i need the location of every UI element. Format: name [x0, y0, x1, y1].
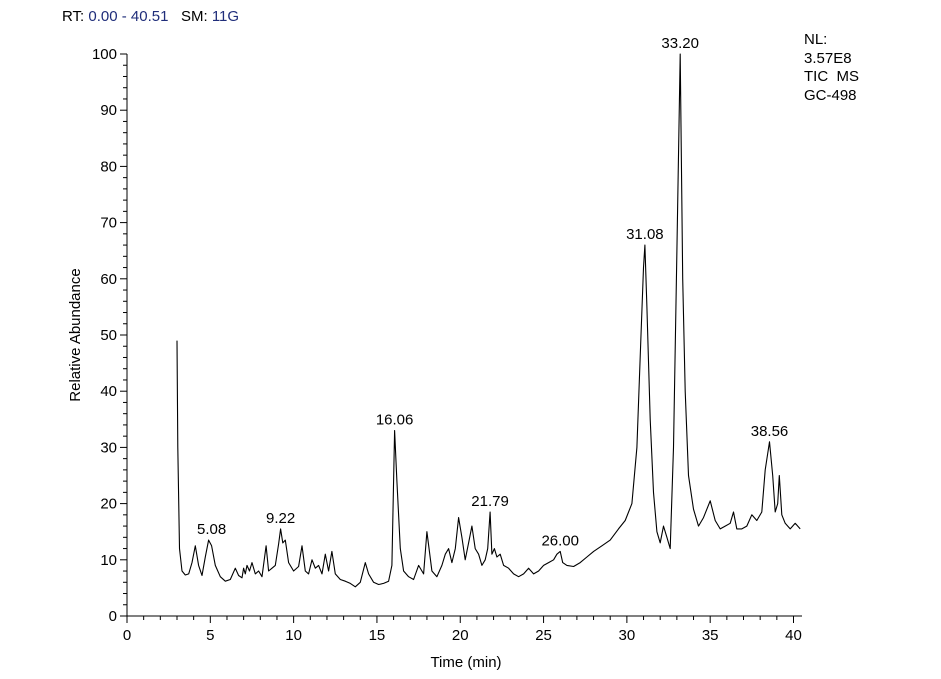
y-tick-label: 30	[100, 439, 117, 456]
peak-label: 33.20	[661, 35, 699, 52]
axes: 0 10 20 30 40 50 60 70 80 90 100 0 5 10 15 20 25 30 35 40	[92, 46, 802, 644]
peak-label: 9.22	[266, 510, 295, 527]
sm-value: 11G	[211, 8, 240, 25]
tic-trace-line	[176, 53, 801, 588]
scan-type: TIC MS	[804, 68, 859, 85]
peak-labels: 5.08 9.22 16.06 21.79 26.00 31.08 33.20 38.56	[197, 35, 788, 549]
rt-label: RT:	[62, 8, 85, 25]
y-tick-label: 100	[92, 46, 117, 63]
sm-label: SM:	[180, 8, 208, 25]
sample-name: GC-498	[804, 86, 857, 104]
plot-area	[176, 53, 801, 588]
y-tick-label: 80	[100, 158, 117, 175]
y-tick-label: 60	[100, 271, 117, 288]
nl-info-box: NL: 3.57E8 TIC MS GC-498	[804, 31, 859, 105]
x-tick-label: 0	[123, 627, 131, 644]
x-axis-label: Time (min)	[430, 654, 501, 671]
y-tick-label: 40	[100, 383, 117, 400]
x-tick-label: 10	[285, 627, 302, 644]
y-axis-label: Relative Abundance	[67, 268, 84, 401]
peak-label: 16.06	[376, 412, 414, 429]
peak-label: 38.56	[751, 423, 789, 440]
x-tick-label: 35	[702, 627, 719, 644]
peak-label: 31.08	[626, 226, 664, 243]
y-tick-label: 20	[100, 496, 117, 513]
header-info: RT: 0.00 - 40.51 SM: 11G	[62, 8, 239, 25]
peak-label: 5.08	[197, 521, 226, 538]
x-tick-label: 20	[452, 627, 469, 644]
x-tick-label: 40	[785, 627, 802, 644]
rt-value: 0.00 - 40.51	[88, 8, 169, 25]
y-tick-label: 70	[100, 215, 117, 232]
y-tick-label: 90	[100, 102, 117, 119]
x-tick-label: 30	[619, 627, 636, 644]
peak-label: 21.79	[471, 493, 509, 510]
y-tick-label: 10	[100, 552, 117, 569]
x-tick-label: 5	[206, 627, 214, 644]
peak-label: 26.00	[541, 532, 579, 549]
y-tick-label: 0	[109, 608, 117, 625]
x-tick-label: 25	[535, 627, 552, 644]
nl-label: NL:	[804, 31, 828, 48]
nl-value: 3.57E8	[804, 49, 852, 67]
y-tick-label: 50	[100, 327, 117, 344]
x-tick-label: 15	[369, 627, 386, 644]
